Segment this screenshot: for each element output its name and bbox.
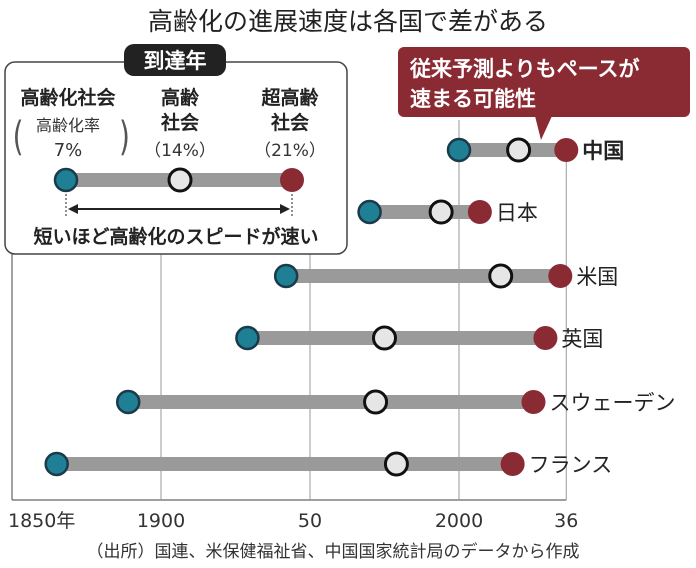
aged-society-dot (506, 137, 532, 163)
legend-aging-sub: 高齢化率 (36, 116, 100, 135)
aged-society-dot (488, 263, 514, 289)
paren-right: ) (119, 114, 130, 160)
legend-title: 到達年 (144, 49, 207, 73)
x-tick-label: 2000 (435, 510, 483, 532)
legend-aging-label: 高齢化社会 (20, 86, 115, 109)
country-label: スウェーデン (550, 391, 676, 415)
legend-super-label2: 社会 (270, 111, 309, 134)
legend-super-label: 超高齢 (260, 86, 319, 109)
legend-teal-dot (53, 167, 79, 193)
super-aged-society-dot (554, 138, 579, 162)
aged-society-dot (363, 389, 389, 415)
chart-title: 高齢化の進展速度は各国で差がある (148, 7, 548, 36)
paren-left: ( (13, 114, 24, 160)
legend-white-dot (167, 167, 193, 193)
callout-line-2: 速まる可能性 (410, 87, 536, 111)
country-label: 日本 (496, 201, 538, 225)
legend-aged-pct: （14%） (144, 141, 216, 161)
legend-super-pct: （21%） (254, 141, 326, 161)
callout-line-1: 従来予測よりもペースが (409, 57, 640, 81)
x-tick-label: 36 (554, 510, 578, 532)
aged-society-dot (372, 325, 397, 351)
x-tick-label: 1900 (137, 510, 185, 532)
aging-society-dot (44, 451, 69, 477)
x-tick-label: 50 (298, 510, 322, 532)
legend: 到達年 高齢化社会 高齢化率 7% ( ) 高齢 社会 （14%） 超高齢 社会… (4, 44, 348, 255)
aging-society-dot (446, 137, 472, 163)
legend-aged-label2: 社会 (160, 111, 199, 134)
legend-note: 短いほど高齢化のスピードが速い (33, 225, 318, 248)
aging-society-dot (235, 325, 260, 351)
aging-society-dot (273, 263, 299, 289)
country-row: 英国 (235, 325, 603, 351)
country-row: 中国 (446, 137, 624, 163)
aged-society-dot (383, 451, 409, 477)
super-aged-society-dot (467, 200, 492, 224)
country-row: 日本 (357, 199, 538, 225)
super-aged-society-dot (521, 390, 546, 414)
country-row: 米国 (273, 263, 618, 289)
country-label: フランス (529, 453, 613, 477)
legend-aging-pct: 7% (54, 140, 83, 161)
x-tick-label: 1850年 (8, 510, 75, 532)
super-aged-society-dot (548, 264, 573, 288)
legend-red-dot (280, 168, 304, 192)
country-row: スウェーデン (115, 389, 676, 415)
country-label: 英国 (561, 327, 603, 351)
aged-society-dot (428, 199, 454, 225)
country-row: フランス (44, 451, 613, 477)
source-note: （出所）国連、米保健福祉省、中国国家統計局のデータから作成 (87, 541, 580, 562)
legend-aged-label: 高齢 (161, 86, 200, 109)
country-label: 中国 (582, 139, 624, 163)
aging-society-dot (115, 389, 141, 415)
super-aged-society-dot (500, 452, 525, 476)
country-label: 米国 (576, 265, 618, 289)
callout: 従来予測よりもペースが 速まる可能性 (398, 47, 690, 140)
aging-society-dot (357, 199, 382, 225)
super-aged-society-dot (533, 326, 558, 350)
